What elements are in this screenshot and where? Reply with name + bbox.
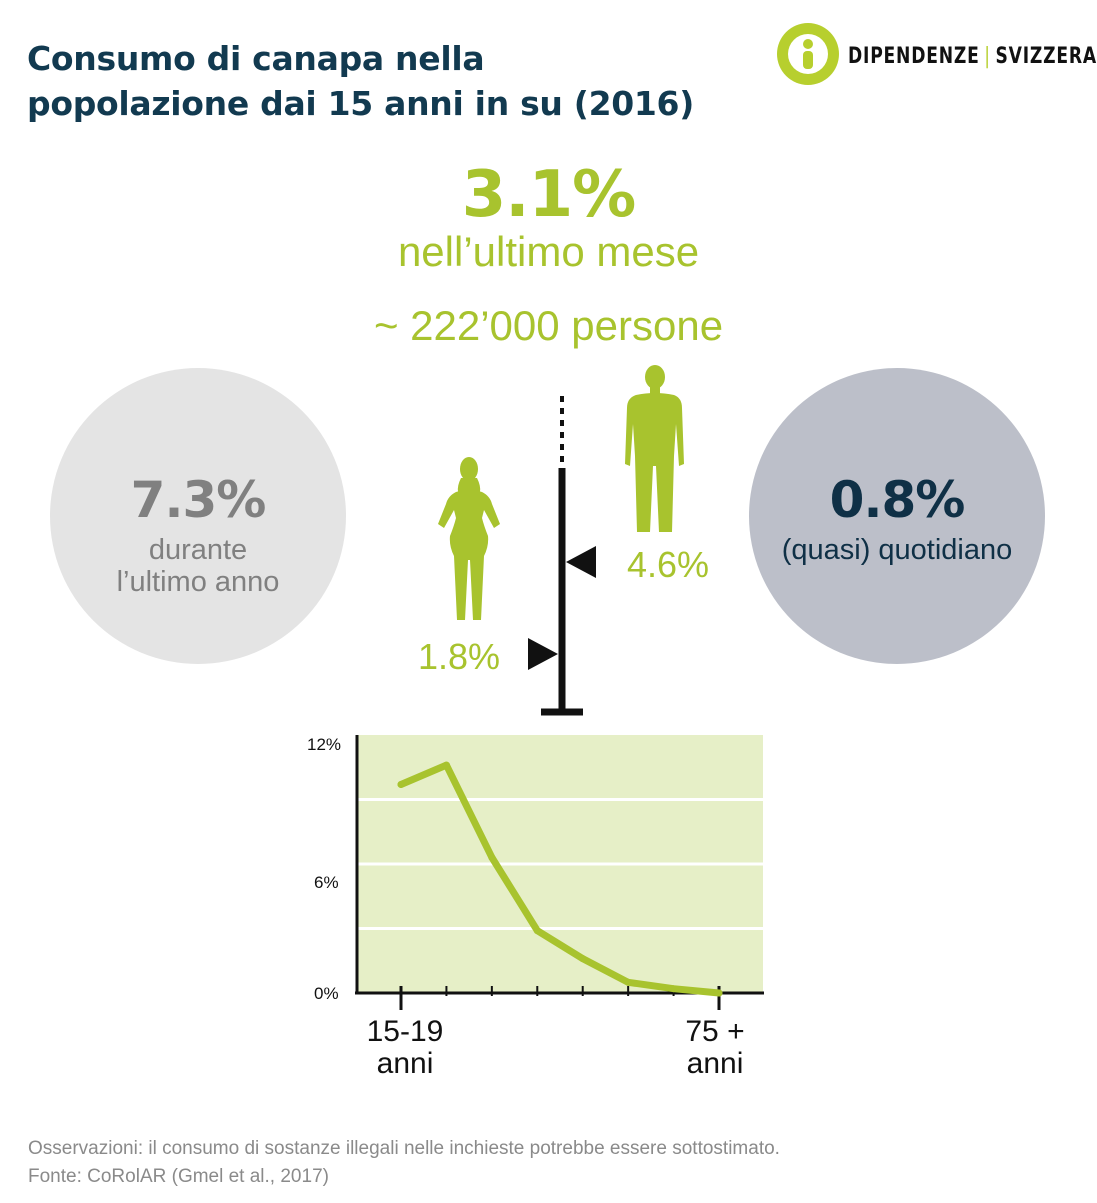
y-tick-label-max: 12% — [307, 735, 341, 754]
daily-stat-value: 0.8% — [829, 471, 966, 529]
x-label-end: 75 + anni — [655, 1016, 775, 1080]
series-point — [442, 761, 450, 769]
year-stat-circle: 7.3% durante l’ultimo anno — [50, 368, 346, 664]
x-ticks — [399, 986, 721, 1010]
series-point — [715, 989, 723, 997]
woman-silhouette-icon — [438, 457, 500, 620]
series-point — [488, 854, 496, 862]
x-label-start: 15-19 anni — [345, 1016, 465, 1080]
year-stat-label-line-1: durante — [148, 534, 248, 566]
series-point — [624, 978, 632, 986]
footnote-note: Osservazioni: il consumo di sostanze ill… — [28, 1138, 780, 1159]
men-value: 4.6% — [627, 544, 710, 585]
monthly-people: ~ 222’000 persone — [373, 302, 724, 349]
monthly-value: 3.1% — [461, 158, 637, 232]
daily-stat-circle: 0.8% (quasi) quotidiano — [749, 368, 1045, 664]
chart-grid — [357, 798, 763, 930]
brand: DIPENDENZE | SVIZZERA — [776, 22, 1096, 92]
flag-marker-icon — [566, 546, 596, 578]
flag-marker-icon — [528, 638, 558, 670]
series-point — [533, 927, 541, 935]
women-value: 1.8% — [418, 636, 501, 677]
series-point — [579, 955, 587, 963]
x-label-start-age: 15-19 — [366, 1015, 444, 1048]
footnote-source: Fonte: CoRolAR (Gmel et al., 2017) — [28, 1166, 329, 1187]
title-line-2: popolazione dai 15 anni in su (2016) — [27, 84, 695, 123]
series-point — [670, 985, 678, 993]
x-label-end-age: 75 + — [685, 1015, 745, 1048]
page-title: Consumo di canapa nella popolazione dai … — [27, 36, 787, 126]
x-label-end-unit: anni — [686, 1047, 744, 1080]
person-circle-logo-icon — [777, 23, 839, 85]
brand-name: DIPENDENZE | SVIZZERA — [848, 44, 1097, 69]
y-tick-label-min: 0% — [314, 984, 339, 1003]
brand-name-right: SVIZZERA — [995, 44, 1097, 69]
title-line-1: Consumo di canapa nella — [27, 39, 485, 78]
x-label-start-unit: anni — [376, 1047, 434, 1080]
y-tick-label-mid: 6% — [314, 873, 339, 892]
chart-background — [357, 735, 763, 993]
man-silhouette-icon — [625, 365, 684, 532]
brand-name-left: DIPENDENZE — [848, 44, 980, 69]
year-stat-label: durante l’ultimo anno — [50, 534, 346, 598]
series-point — [397, 780, 405, 788]
brand-separator: | — [984, 44, 991, 69]
monthly-label: nell’ultimo mese — [397, 228, 700, 275]
series-points — [397, 761, 723, 997]
series-line — [397, 761, 723, 997]
year-stat-label-line-2: l’ultimo anno — [116, 566, 280, 598]
daily-stat-label: (quasi) quotidiano — [781, 534, 1013, 566]
year-stat-value: 7.3% — [130, 471, 267, 529]
